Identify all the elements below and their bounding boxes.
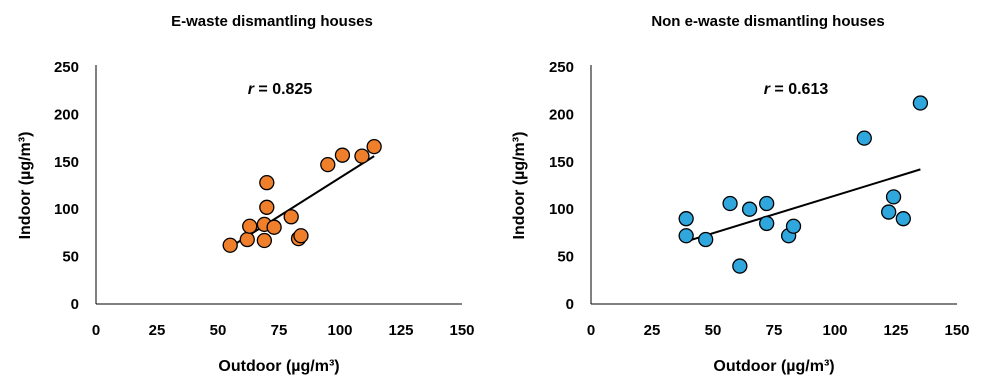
data-point [266,219,282,235]
y-tick-label: 100 [54,201,79,218]
data-point [698,231,714,248]
x-tick-label: 25 [644,322,661,339]
data-point [256,232,273,249]
y-axis-label: Indoor (µg/m³) [511,132,528,240]
chart-title: E-waste dismantling houses [171,13,373,30]
data-point [881,204,897,220]
y-tick-label: 200 [54,106,79,123]
x-tick-label: 50 [210,322,227,339]
data-point [759,215,775,232]
data-point [885,189,902,205]
correlation-value: = 0.613 [770,81,828,98]
x-tick-label: 25 [149,322,166,339]
x-tick-label: 100 [327,322,352,339]
x-tick-label: 0 [92,322,100,339]
x-tick-label: 75 [766,322,783,339]
correlation-symbol: r [248,81,255,98]
chart-2: Non e-waste dismantling houses 0 50 100 150 2… [511,13,970,375]
data-point [856,130,872,146]
data-point [678,228,694,244]
data-point [354,148,370,164]
data-point [741,201,758,217]
x-axis-label: Outdoor (µg/m³) [218,358,339,375]
x-tick-label: 150 [944,322,969,339]
correlation-value: = 0.825 [254,81,312,98]
y-tick-label: 250 [54,59,79,76]
y-tick-label: 50 [557,249,574,266]
x-axis-label: Outdoor (µg/m³) [713,358,834,375]
data-point [259,175,275,191]
data-point [283,209,299,225]
x-tick-label: 125 [883,322,908,339]
x-tick-label: 100 [822,322,847,339]
y-axis-label: Indoor (µg/m³) [17,132,34,240]
data-point [895,211,911,227]
correlation-symbol: r [764,81,771,98]
x-tick-label: 0 [587,322,595,339]
data-point [366,138,382,155]
y-tick-label: 150 [549,154,574,171]
data-point [785,218,802,234]
data-point [320,156,336,173]
data-point [678,211,694,227]
chart-1: E-waste dismantling houses 0 50 100 150 200 25… [17,13,475,375]
data-point [259,199,275,215]
y-tick-label: 100 [549,201,574,218]
y-tick-label: 0 [71,296,79,313]
trendline [685,168,921,243]
x-tick-label: 125 [388,322,413,339]
data-point [334,147,351,163]
data-point [759,195,775,212]
data-point [732,258,748,274]
data-point [239,231,255,248]
x-tick-label: 150 [449,322,474,339]
data-point [912,95,929,111]
y-tick-label: 250 [549,59,574,76]
data-point [222,237,238,253]
data-point [242,218,258,234]
chart-title: Non e-waste dismantling houses [651,13,884,30]
correlation-label: r = 0.825 [248,81,313,98]
y-tick-label: 200 [549,106,574,123]
y-tick-label: 50 [62,249,79,266]
x-tick-label: 50 [705,322,722,339]
data-point [293,228,309,244]
x-tick-label: 75 [271,322,288,339]
data-point [722,195,738,212]
y-tick-label: 0 [566,296,574,313]
correlation-label: r = 0.613 [764,81,829,98]
y-tick-label: 150 [54,154,79,171]
